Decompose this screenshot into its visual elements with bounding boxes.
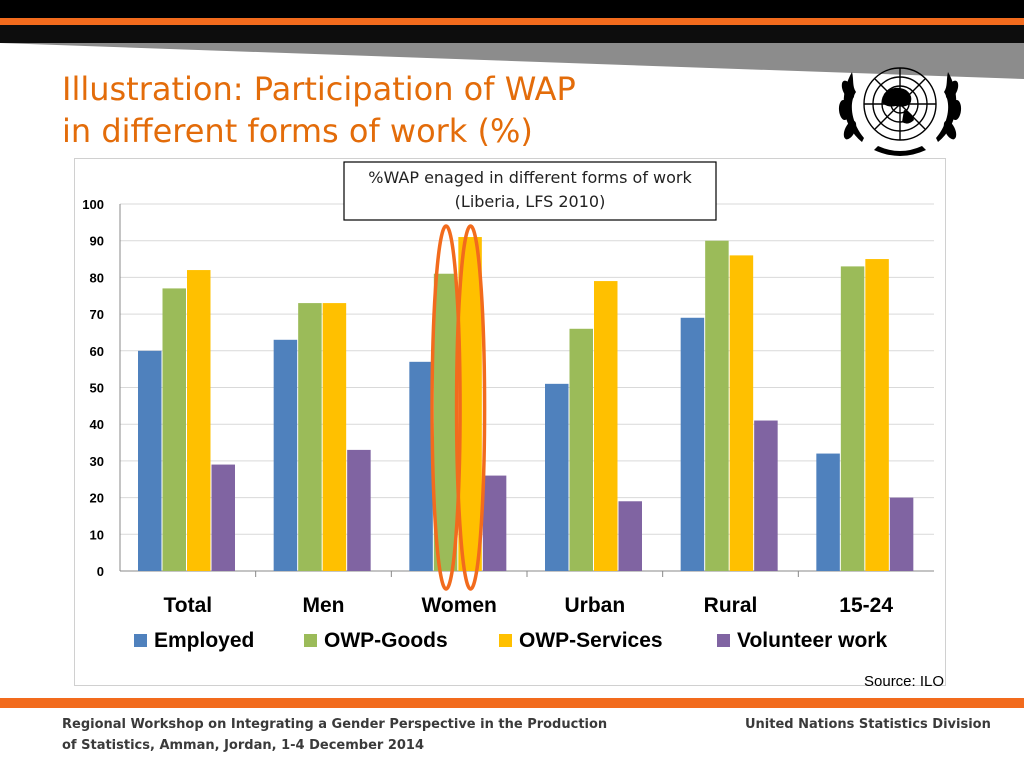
chart-frame	[74, 158, 946, 686]
bar-employed-rural	[680, 317, 705, 571]
x-category-label: Rural	[704, 594, 758, 617]
bar-volunteer-work-15-24	[889, 497, 914, 571]
highlight-ellipse	[430, 224, 462, 591]
legend-label: Volunteer work	[737, 629, 887, 652]
bar-owp-goods-men	[298, 303, 322, 571]
x-category-label: Urban	[564, 594, 625, 617]
grey-wedge-decoration	[0, 43, 1024, 79]
bar-owp-goods-women	[433, 273, 458, 571]
bar-owp-goods-total	[162, 288, 186, 571]
bar-owp-services-women	[458, 237, 482, 571]
y-tick-label: 60	[90, 344, 104, 359]
bar-owp-services-urban	[594, 281, 618, 571]
legend-label: OWP-Services	[519, 629, 663, 652]
bottom-band-orange	[0, 698, 1024, 708]
bar-chart: 0 10 20 30 40 50 60 70 80 90 100 Total Men Women Urba…	[82, 161, 934, 652]
bar-owp-services-15-24	[865, 259, 889, 571]
y-tick-label: 100	[82, 197, 104, 212]
bar-owp-services-rural	[729, 255, 754, 571]
y-tick-label: 50	[90, 381, 104, 396]
highlight-ellipse	[454, 224, 487, 591]
chart-subtitle: (Liberia, LFS 2010)	[455, 192, 606, 211]
x-category-label: 15-24	[839, 594, 893, 617]
bar-volunteer-work-total	[211, 464, 235, 571]
chart-title-box	[343, 161, 717, 221]
legend-label: Employed	[154, 629, 254, 652]
bar-volunteer-work-men	[347, 449, 371, 571]
bar-volunteer-work-rural	[754, 420, 778, 571]
bar-owp-goods-rural	[705, 240, 729, 571]
source-note: Source: ILO	[864, 673, 945, 690]
y-tick-label: 70	[90, 307, 104, 322]
y-tick-label: 90	[90, 234, 104, 249]
bar-volunteer-work-urban	[618, 501, 642, 571]
x-category-label: Total	[164, 594, 213, 617]
bar-employed-15-24	[816, 453, 840, 571]
bar-employed-men	[273, 339, 298, 571]
y-tick-label: 10	[90, 527, 104, 542]
slide-title: Illustration: Participation of WAP in di…	[62, 70, 576, 150]
top-band-orange	[0, 18, 1024, 25]
chart-title: %WAP enaged in different forms of work	[368, 168, 692, 187]
footer-workshop-text: Regional Workshop on Integrating a Gende…	[62, 717, 608, 753]
un-emblem-icon	[838, 67, 962, 156]
y-tick-label: 40	[90, 417, 104, 432]
y-tick-label: 20	[90, 491, 104, 506]
x-category-label: Women	[421, 594, 496, 617]
y-tick-label: 30	[90, 454, 104, 469]
bar-employed-total	[138, 350, 162, 571]
footer-organization: United Nations Statistics Division	[745, 717, 991, 732]
legend-swatch	[717, 634, 730, 647]
bar-owp-services-total	[187, 270, 211, 571]
bar-owp-goods-15-24	[840, 266, 865, 571]
top-band-black	[0, 0, 1024, 18]
legend-swatch	[134, 634, 147, 647]
legend-swatch	[499, 634, 512, 647]
bar-employed-urban	[545, 383, 569, 571]
top-band-dark	[0, 25, 1024, 43]
bar-volunteer-work-women	[482, 475, 507, 571]
bar-employed-women	[409, 361, 433, 571]
y-tick-label: 80	[90, 270, 104, 285]
bar-owp-goods-urban	[569, 328, 593, 571]
x-category-label: Men	[303, 594, 345, 617]
legend-label: OWP-Goods	[324, 629, 448, 652]
legend-swatch	[304, 634, 317, 647]
bar-owp-services-men	[322, 303, 347, 571]
y-tick-label: 0	[97, 564, 104, 579]
